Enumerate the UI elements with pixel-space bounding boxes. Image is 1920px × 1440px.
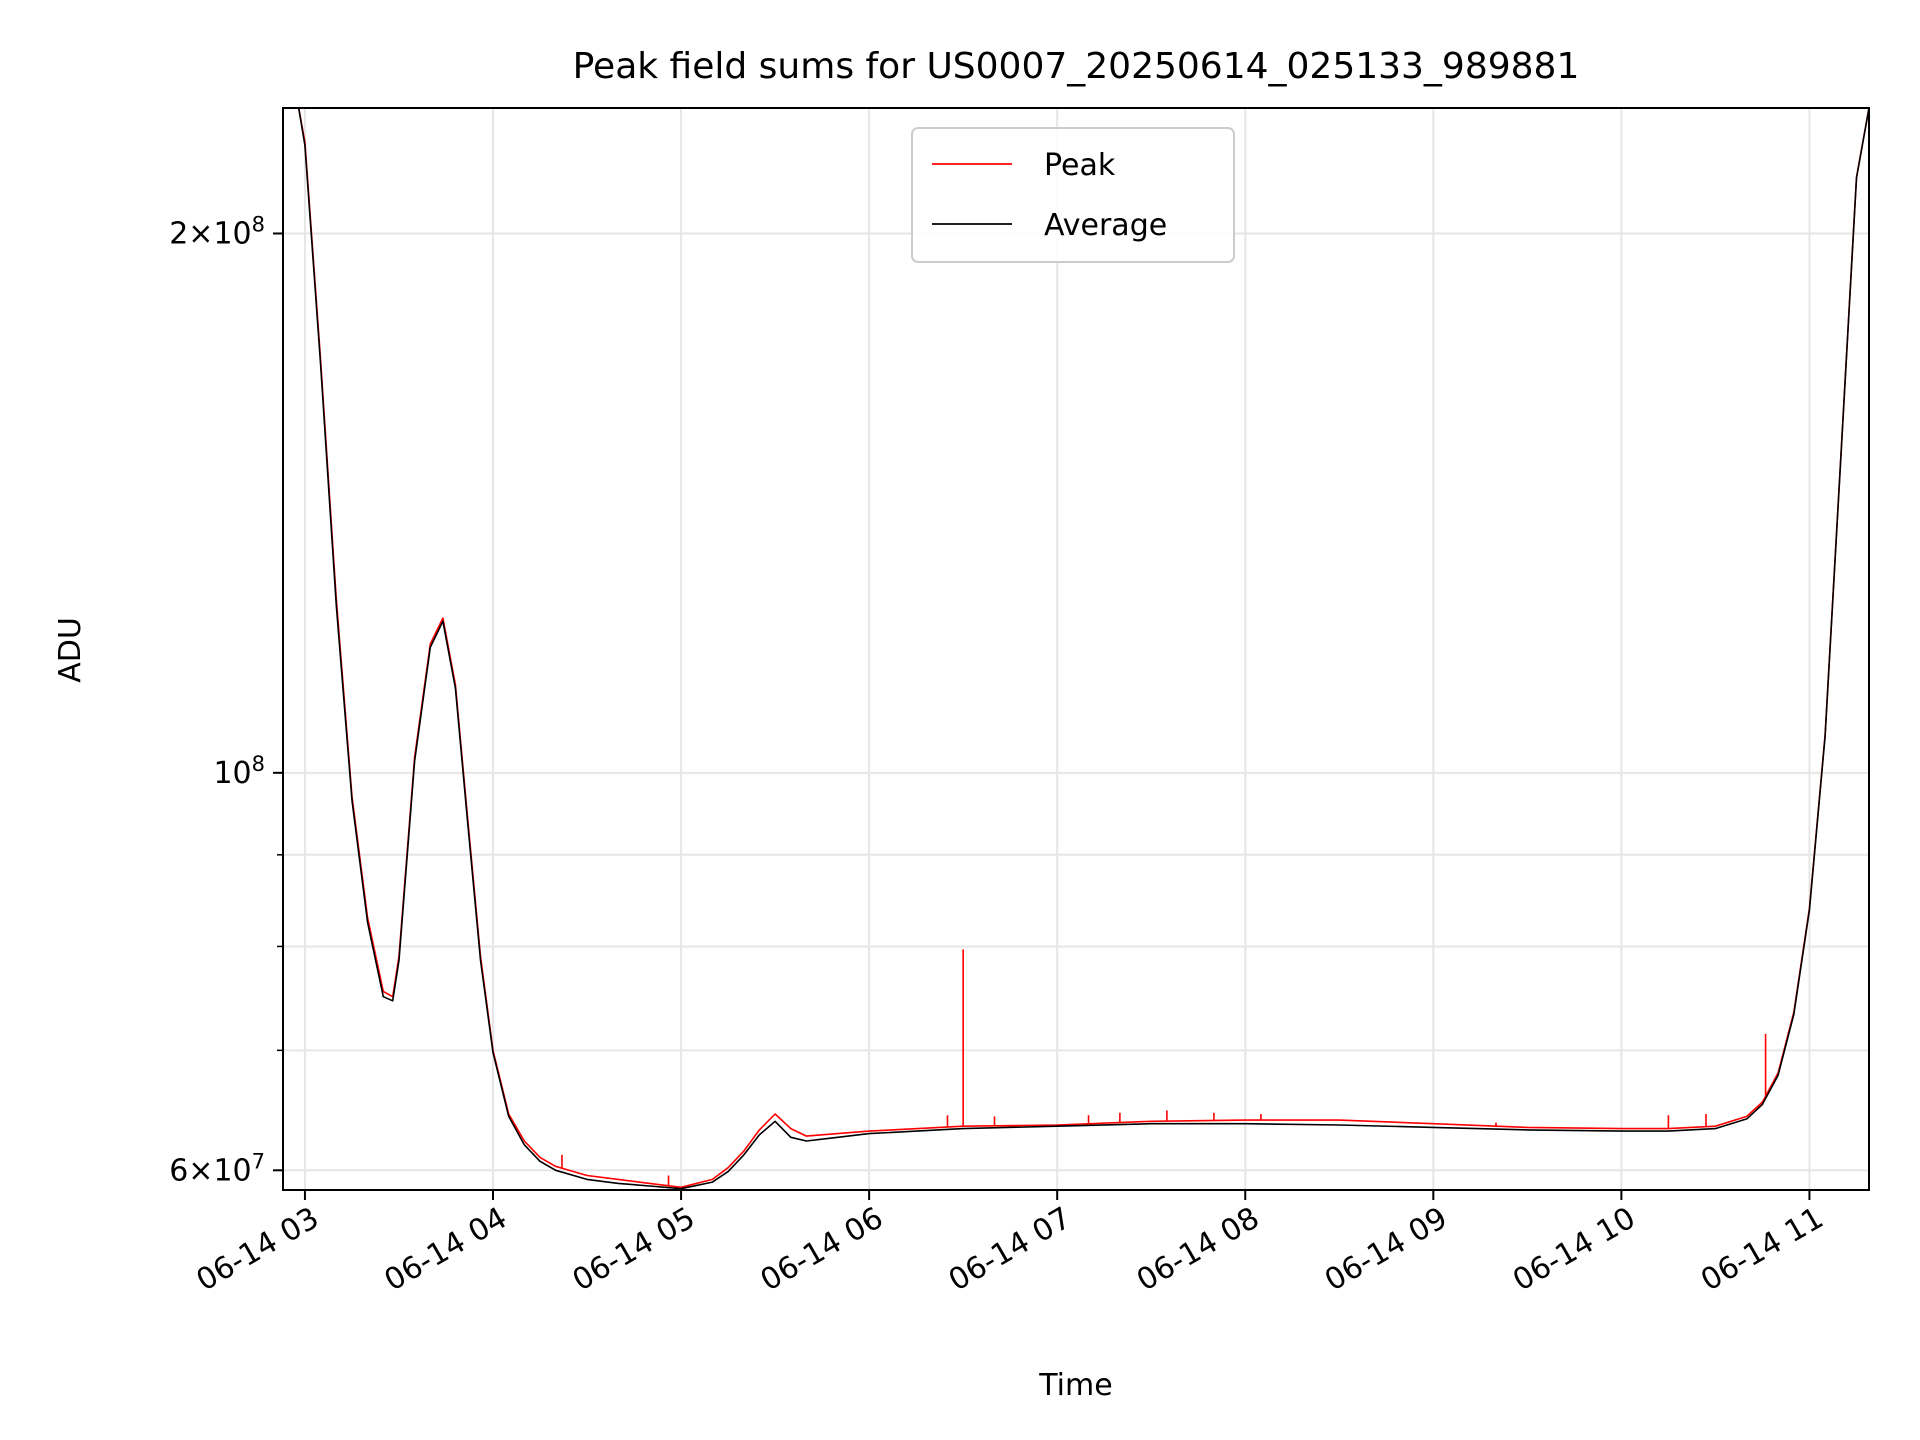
axes-frame [282, 107, 1870, 1191]
plot-frame [282, 107, 1870, 1191]
x-axis-label: Time [1038, 1368, 1112, 1403]
grid-lines [283, 108, 1869, 1190]
legend: Peak Average [911, 127, 1235, 263]
y-tick-label: 108 [213, 752, 265, 791]
plot-series-group [283, 108, 1869, 1190]
series-line-average [283, 108, 1869, 1190]
chart-title: Peak field sums for US0007_20250614_0251… [573, 46, 1580, 87]
legend-label-average: Average [1044, 208, 1167, 243]
y-axis-label: ADU [53, 617, 88, 683]
y-tick-label: 6×107 [169, 1149, 265, 1188]
legend-label-peak: Peak [1044, 148, 1116, 183]
y-tick-label: 2×108 [169, 212, 265, 251]
y-axis-ticks: 6×107 108 2×108 [169, 212, 283, 1188]
legend-box [911, 127, 1235, 263]
